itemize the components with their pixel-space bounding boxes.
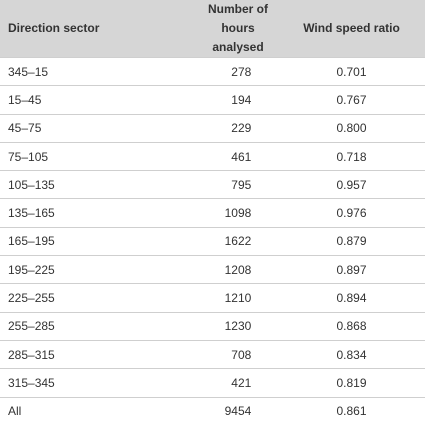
ratio-cell: 0.897 <box>278 255 425 284</box>
spacer-cell <box>251 141 278 171</box>
spacer-cell <box>251 198 278 228</box>
spacer-cell <box>251 56 278 86</box>
spacer-cell <box>251 113 278 143</box>
sector-cell: 105–135 <box>0 170 158 199</box>
sector-cell: 255–285 <box>0 311 158 341</box>
table-row: 105–135 795 0.957 <box>0 170 425 199</box>
sector-cell: 45–75 <box>0 113 158 143</box>
table-row: 195–225 1208 0.897 <box>0 255 425 284</box>
table-row: 225–255 1210 0.894 <box>0 283 425 313</box>
sector-cell: 135–165 <box>0 198 158 228</box>
hours-cell: 1210 <box>158 283 252 313</box>
sector-cell: 75–105 <box>0 141 158 171</box>
table-row: 285–315 708 0.834 <box>0 339 425 369</box>
sector-cell: 15–45 <box>0 85 158 115</box>
table-row: 45–75 229 0.800 <box>0 113 425 143</box>
ratio-cell: 0.957 <box>278 170 425 199</box>
spacer-cell <box>251 339 278 369</box>
table-row: 165–195 1622 0.879 <box>0 226 425 256</box>
hours-cell: 194 <box>158 85 252 115</box>
table-row: All 9454 0.861 <box>0 396 425 425</box>
ratio-cell: 0.718 <box>278 141 425 171</box>
table-header: Direction sector Number of hours analyse… <box>0 0 425 58</box>
table-row: 345–15 278 0.701 <box>0 56 425 86</box>
ratio-cell: 0.879 <box>278 226 425 256</box>
spacer-cell <box>251 170 278 199</box>
header-row: Direction sector Number of hours analyse… <box>0 0 425 58</box>
hours-cell: 1208 <box>158 255 252 284</box>
ratio-cell: 0.834 <box>278 339 425 369</box>
hours-cell: 9454 <box>158 396 252 425</box>
table-body: 345–15 278 0.701 15–45 194 0.767 45–75 229 0.800… <box>0 56 425 425</box>
header-cell: Number of hours analysed <box>158 0 278 58</box>
hours-cell: 229 <box>158 113 252 143</box>
sector-cell: All <box>0 396 158 425</box>
sector-cell: 195–225 <box>0 255 158 284</box>
ratio-cell: 0.894 <box>278 283 425 313</box>
hours-cell: 278 <box>158 56 252 86</box>
header-cell: Direction sector <box>0 0 158 58</box>
hours-cell: 708 <box>158 339 252 369</box>
sector-cell: 285–315 <box>0 339 158 369</box>
sector-cell: 315–345 <box>0 368 158 398</box>
table-row: 255–285 1230 0.868 <box>0 311 425 341</box>
hours-cell: 1098 <box>158 198 252 228</box>
sector-cell: 165–195 <box>0 226 158 256</box>
hours-cell: 461 <box>158 141 252 171</box>
ratio-cell: 0.976 <box>278 198 425 228</box>
table-row: 75–105 461 0.718 <box>0 141 425 171</box>
spacer-cell <box>251 85 278 115</box>
ratio-cell: 0.819 <box>278 368 425 398</box>
hours-cell: 1622 <box>158 226 252 256</box>
spacer-cell <box>251 226 278 256</box>
table-row: 15–45 194 0.767 <box>0 85 425 115</box>
hours-cell: 1230 <box>158 311 252 341</box>
ratio-cell: 0.800 <box>278 113 425 143</box>
ratio-cell: 0.767 <box>278 85 425 115</box>
spacer-cell <box>251 283 278 313</box>
sector-cell: 345–15 <box>0 56 158 86</box>
spacer-cell <box>251 396 278 425</box>
sector-cell: 225–255 <box>0 283 158 313</box>
ratio-cell: 0.861 <box>278 396 425 425</box>
ratio-cell: 0.701 <box>278 56 425 86</box>
hours-cell: 795 <box>158 170 252 199</box>
header-cell: Wind speed ratio <box>278 0 425 58</box>
table-row: 135–165 1098 0.976 <box>0 198 425 228</box>
spacer-cell <box>251 311 278 341</box>
table-row: 315–345 421 0.819 <box>0 368 425 398</box>
spacer-cell <box>251 368 278 398</box>
hours-cell: 421 <box>158 368 252 398</box>
spacer-cell <box>251 255 278 284</box>
ratio-cell: 0.868 <box>278 311 425 341</box>
